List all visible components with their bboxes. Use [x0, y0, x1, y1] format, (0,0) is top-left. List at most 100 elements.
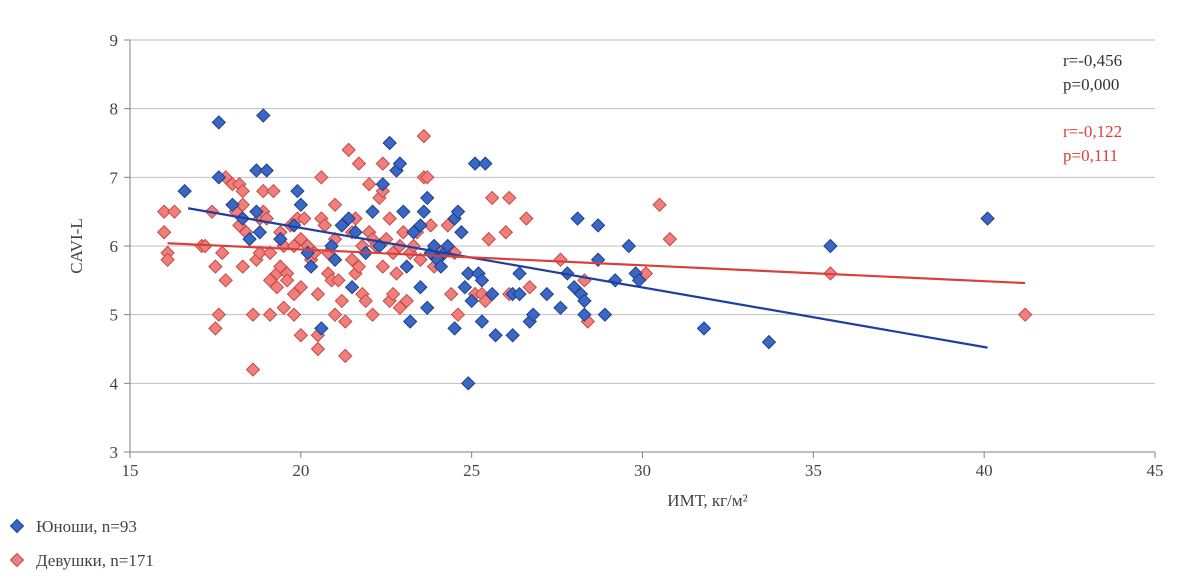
female-data-point [235, 259, 250, 274]
female-data-point [443, 286, 459, 302]
female-data-point [334, 293, 350, 309]
female-data-point [314, 170, 329, 185]
male-data-point [426, 238, 442, 254]
legend-label-male: Юноши, n=93 [36, 517, 137, 536]
female-data-point [358, 293, 373, 309]
female-data-point [235, 183, 250, 199]
x-tick-label: 45 [1147, 461, 1164, 480]
male-data-point [375, 176, 391, 192]
female-data-point [262, 245, 278, 261]
female-data-point [293, 328, 309, 343]
male-data-point [413, 218, 428, 233]
female-data-point [498, 225, 514, 240]
female-data-point [167, 204, 182, 219]
male-data-point [293, 197, 309, 213]
female-data-point [208, 259, 223, 274]
male-data-point [303, 259, 319, 274]
male-data-point [252, 225, 268, 240]
male-data-point [433, 259, 449, 274]
x-tick-label: 15 [122, 461, 139, 480]
x-axis-title: ИМТ, кг/м² [667, 491, 747, 510]
y-tick-label: 6 [110, 237, 119, 256]
female-data-point [375, 156, 391, 171]
male-data-point [382, 135, 397, 151]
male-data-point [327, 252, 343, 267]
male-data-point [177, 183, 192, 199]
female-data-point [406, 238, 421, 254]
female-data-point [351, 259, 367, 274]
female-data-point [385, 286, 401, 302]
y-axis-title: CAVI-L [67, 218, 86, 273]
male-data-point [450, 204, 466, 219]
male-data-point [225, 197, 240, 213]
female-data-point [338, 314, 353, 329]
male-data-point [249, 163, 264, 178]
male-data-point [420, 300, 435, 316]
female-data-point [208, 321, 223, 336]
male-data-point [396, 204, 411, 219]
male-data-point [539, 286, 555, 302]
male-data-point [290, 183, 305, 199]
female-data-point [1017, 307, 1033, 322]
female-data-point [266, 183, 281, 199]
female-stat-text: p=0,111 [1063, 146, 1118, 165]
male-data-point [413, 279, 428, 295]
female-data-point [351, 156, 367, 171]
male-data-point [242, 231, 257, 247]
male-data-point [577, 293, 592, 309]
x-tick-label: 35 [805, 461, 822, 480]
male-stat-text: p=0,000 [1063, 75, 1119, 94]
male-data-point [597, 307, 613, 322]
female-data-point [215, 245, 230, 261]
male-data-point [467, 156, 483, 171]
male-data-point [447, 321, 462, 336]
female-data-point [553, 252, 568, 267]
female-data-point [389, 266, 404, 281]
male-data-point [505, 328, 520, 343]
x-tick-label: 20 [292, 461, 309, 480]
female-data-point [413, 252, 428, 267]
y-tick-label: 8 [110, 100, 119, 119]
male-data-point [512, 266, 527, 281]
female-data-point [450, 307, 466, 322]
male-data-point [324, 238, 339, 254]
male-data-point [259, 163, 274, 178]
legend-marker-female [9, 552, 25, 568]
male-data-point [478, 156, 493, 171]
male-data-point [454, 225, 469, 240]
male-data-point [402, 314, 418, 329]
female-data-point [235, 197, 250, 213]
female-data-point [310, 341, 326, 357]
male-data-point [607, 273, 623, 288]
male-data-point [823, 238, 838, 254]
male-data-point [211, 170, 227, 185]
female-data-point [286, 307, 302, 322]
male-data-point [474, 273, 490, 288]
female-data-point [327, 197, 343, 213]
female-data-point [484, 190, 500, 206]
female-data-point [218, 273, 233, 288]
male-data-point [273, 231, 288, 247]
female-data-point [420, 170, 435, 185]
female-data-point [519, 211, 534, 226]
male-data-point [474, 314, 490, 329]
female-data-point [338, 348, 353, 364]
female-data-point [416, 128, 432, 144]
female-data-point [269, 279, 285, 295]
male-data-point [464, 293, 479, 309]
male-data-point [249, 204, 264, 219]
female-data-point [522, 279, 537, 295]
female-stat-text: r=-0,122 [1063, 122, 1122, 141]
female-data-point [382, 211, 397, 226]
y-tick-label: 5 [110, 306, 119, 325]
female-data-point [652, 197, 667, 213]
male-data-point [980, 211, 995, 226]
male-data-point [461, 266, 476, 281]
female-data-point [276, 300, 291, 316]
legend-label-female: Девушки, n=171 [36, 551, 154, 570]
female-data-point [156, 204, 172, 219]
x-tick-label: 30 [634, 461, 651, 480]
female-data-point [399, 293, 414, 309]
female-data-point [310, 286, 326, 302]
